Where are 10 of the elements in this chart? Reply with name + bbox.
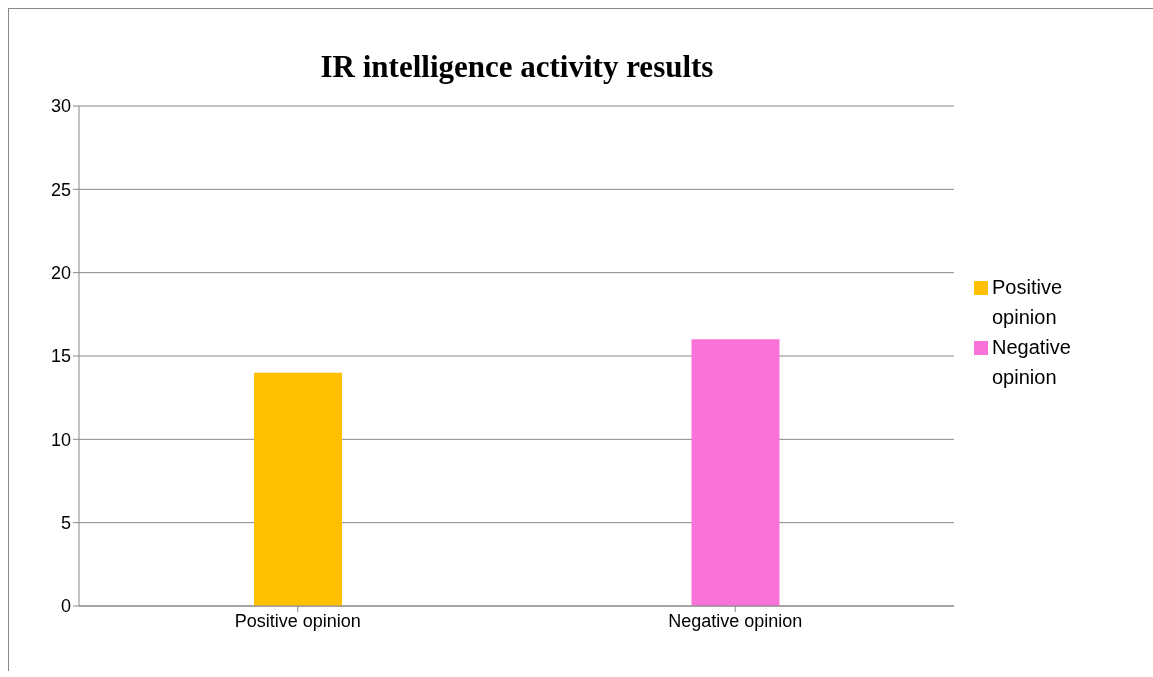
y-tick-label: 0 (60, 596, 71, 617)
chart-title: IR intelligence activity results (319, 49, 715, 85)
legend-label: Negative opinion (992, 334, 1072, 390)
y-tick-label: 10 (50, 429, 71, 450)
y-tick-label: 25 (50, 179, 71, 200)
y-tick-label: 15 (50, 346, 71, 367)
y-tick-label: 30 (50, 96, 71, 117)
y-tick-label: 20 (50, 263, 71, 284)
legend-label: Positive opinion (992, 274, 1064, 330)
y-tick-label: 5 (60, 513, 71, 534)
